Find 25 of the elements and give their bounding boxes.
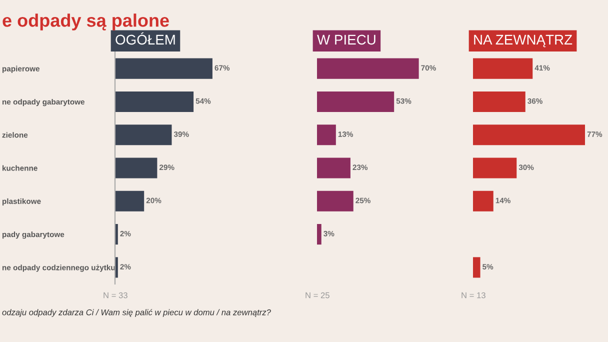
bar — [473, 58, 533, 79]
text: e odpady są palone — [2, 14, 169, 30]
bar — [115, 58, 212, 79]
bar — [317, 91, 394, 112]
bar — [115, 124, 172, 146]
chart-title: OGÓŁEM — [116, 32, 175, 45]
bar — [473, 124, 585, 146]
text: N = 25 — [306, 292, 330, 298]
bar — [317, 190, 354, 212]
bar — [473, 257, 480, 278]
bar — [317, 124, 336, 146]
bar — [115, 91, 194, 112]
bar — [473, 91, 526, 112]
bar — [317, 224, 322, 245]
bar — [115, 190, 144, 212]
bar — [473, 190, 494, 212]
bar — [115, 158, 158, 178]
bar — [317, 58, 419, 79]
bar — [473, 158, 517, 178]
text: N = 33 — [104, 292, 128, 298]
bar — [317, 158, 350, 178]
chart-title: W PIECU — [317, 34, 376, 45]
text: N = 13 — [462, 292, 486, 298]
chart-title: NA ZEWNĄTRZ — [474, 34, 572, 48]
text: odzaju odpady zdarza Ci / Wam się palić w piecu w domu / na zewnątrz? — [2, 309, 271, 317]
